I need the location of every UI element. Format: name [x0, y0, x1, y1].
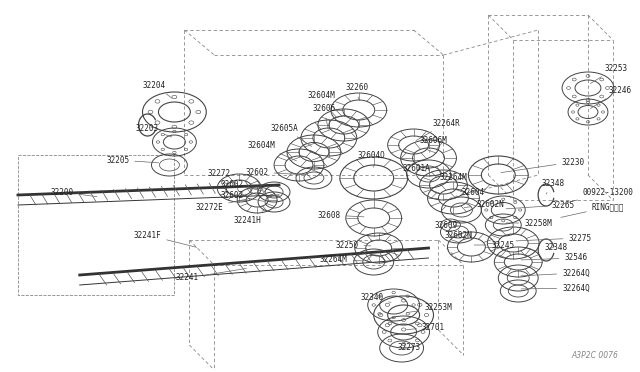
- Text: 32200: 32200: [50, 187, 97, 197]
- Text: 32205: 32205: [106, 155, 159, 164]
- Text: A3P2C 0076: A3P2C 0076: [571, 351, 618, 360]
- Text: 32272E: 32272E: [195, 199, 250, 212]
- Text: 32241: 32241: [176, 269, 246, 282]
- Text: 32264Q: 32264Q: [521, 283, 590, 292]
- Text: 32340: 32340: [360, 294, 391, 302]
- Text: 32265: 32265: [506, 201, 575, 209]
- Text: 32608: 32608: [317, 211, 364, 219]
- Text: 32602: 32602: [221, 190, 264, 202]
- Text: 32602N: 32602N: [464, 199, 504, 208]
- Text: 32546: 32546: [521, 253, 588, 263]
- Text: 32604M: 32604M: [247, 141, 296, 161]
- Text: 32602: 32602: [221, 180, 264, 191]
- Text: 32606: 32606: [312, 103, 335, 129]
- Text: 32605A: 32605A: [270, 124, 312, 147]
- Text: 32253: 32253: [590, 64, 627, 84]
- Text: 32260: 32260: [345, 83, 369, 99]
- Text: 32241H: 32241H: [233, 210, 264, 224]
- Text: 32348: 32348: [545, 243, 568, 251]
- Text: 32246: 32246: [590, 86, 632, 109]
- Text: 32264M: 32264M: [320, 256, 364, 264]
- Text: 32273: 32273: [397, 343, 420, 353]
- Text: 32258M: 32258M: [506, 218, 552, 228]
- Text: 32606M: 32606M: [420, 135, 447, 153]
- Text: 32604M: 32604M: [307, 90, 342, 116]
- Text: 32604O: 32604O: [358, 151, 386, 167]
- Text: 32250: 32250: [335, 241, 371, 250]
- Text: 32204: 32204: [143, 80, 172, 98]
- Text: 32604: 32604: [456, 187, 485, 196]
- Text: 00922-13200: 00922-13200: [561, 187, 634, 204]
- Text: 32230: 32230: [501, 157, 584, 173]
- Text: 32275: 32275: [516, 234, 591, 243]
- Text: 32272: 32272: [208, 169, 237, 183]
- Text: 32609: 32609: [435, 221, 458, 230]
- Text: 32601A: 32601A: [403, 164, 431, 173]
- Text: 32602: 32602: [246, 167, 306, 176]
- Text: 32245: 32245: [474, 241, 515, 250]
- Text: 32701: 32701: [406, 323, 445, 331]
- Text: 32241F: 32241F: [134, 231, 196, 247]
- Text: 32253M: 32253M: [406, 304, 452, 312]
- Text: 32264Q: 32264Q: [521, 269, 590, 278]
- Text: RINGリング: RINGリング: [561, 202, 624, 217]
- Text: 32264M: 32264M: [440, 173, 467, 182]
- Text: 32264R: 32264R: [416, 119, 460, 141]
- Text: 32348: 32348: [541, 179, 564, 194]
- Text: 32203: 32203: [136, 124, 172, 137]
- Text: 32602N: 32602N: [445, 230, 472, 240]
